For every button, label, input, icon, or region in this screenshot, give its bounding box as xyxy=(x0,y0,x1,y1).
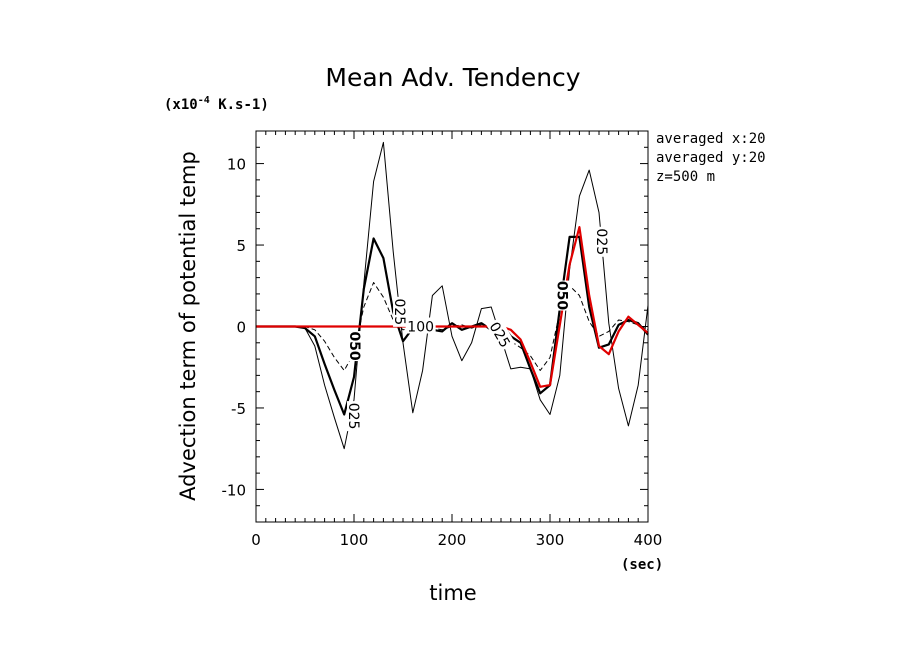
contour-label-text: 025 xyxy=(391,298,407,325)
info-line-1: averaged x:20 xyxy=(656,131,766,147)
y-tick-label: -10 xyxy=(222,481,247,499)
series-line-red xyxy=(256,226,649,388)
contour-label: 050 xyxy=(346,331,364,362)
info-line-2: averaged y:20 xyxy=(656,150,766,166)
contour-label: 025 xyxy=(593,226,611,257)
chart-title: Mean Adv. Tendency xyxy=(325,63,580,92)
plot-frame xyxy=(255,130,649,523)
contour-label-text: 050 xyxy=(346,331,362,360)
series-layer xyxy=(256,141,649,450)
x-tick-label: 400 xyxy=(634,531,663,549)
y-tick-label: -5 xyxy=(231,400,246,418)
series-line-bold xyxy=(256,235,649,416)
contour-label: 025 xyxy=(391,296,410,327)
scale-label: (x10-4 K.s-1) xyxy=(164,95,269,113)
x-tick-label: 0 xyxy=(251,531,261,549)
contour-label-bg xyxy=(347,331,364,362)
y-tick-label: 10 xyxy=(227,156,246,174)
contour-label-text: 050 xyxy=(554,281,570,310)
axis-ticks: 0 100 200 300 400 -10 -5 0 5 10 xyxy=(222,130,663,549)
y-tick-label: 5 xyxy=(236,237,246,255)
contour-label-text: 025 xyxy=(345,403,361,430)
y-tick-label: 0 xyxy=(236,319,246,337)
contour-label-bg xyxy=(347,401,363,432)
y-axis-label: Advection term of potential temp xyxy=(176,151,200,501)
x-axis-unit: (sec) xyxy=(621,557,663,573)
contour-label-bg xyxy=(393,296,410,327)
contour-label-bg xyxy=(486,317,516,352)
contour-label-bg xyxy=(555,280,572,311)
series-line-thin xyxy=(256,141,649,450)
series-line-dashed xyxy=(256,282,649,371)
x-tick-label: 300 xyxy=(536,531,565,549)
contour-label-text: 025 xyxy=(593,228,609,255)
contour-label-bg xyxy=(594,226,611,257)
contour-label: 025 xyxy=(345,401,363,432)
info-line-3: z=500 m xyxy=(656,169,715,185)
x-tick-label: 100 xyxy=(340,531,369,549)
contour-label-bg xyxy=(405,317,436,334)
contour-label: 050 xyxy=(554,280,572,311)
x-tick-label: 200 xyxy=(438,531,467,549)
contour-label: 100 xyxy=(405,317,436,336)
contour-label-text: 100 xyxy=(407,320,434,336)
x-axis-label: time xyxy=(429,581,476,605)
